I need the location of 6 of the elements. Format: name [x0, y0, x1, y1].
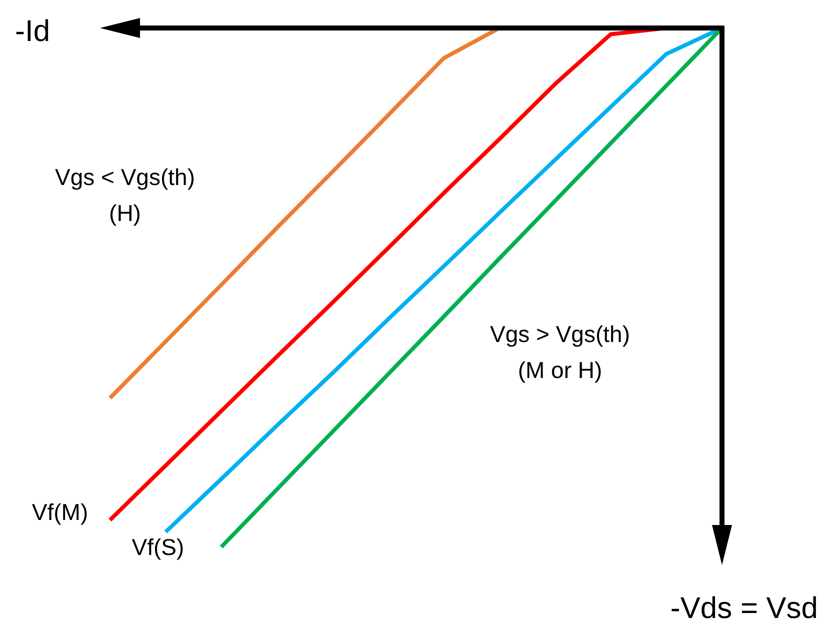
x-axis-title: -Id [15, 15, 50, 48]
annotation: Vf(M) [32, 499, 88, 525]
annotation: Vf(S) [132, 534, 184, 560]
text: -Vds = Vsd [670, 592, 818, 625]
annotation: Vgs > Vgs(th) (M or H) [490, 321, 630, 383]
annotation: Vgs < Vgs(th) (H) [55, 164, 195, 226]
